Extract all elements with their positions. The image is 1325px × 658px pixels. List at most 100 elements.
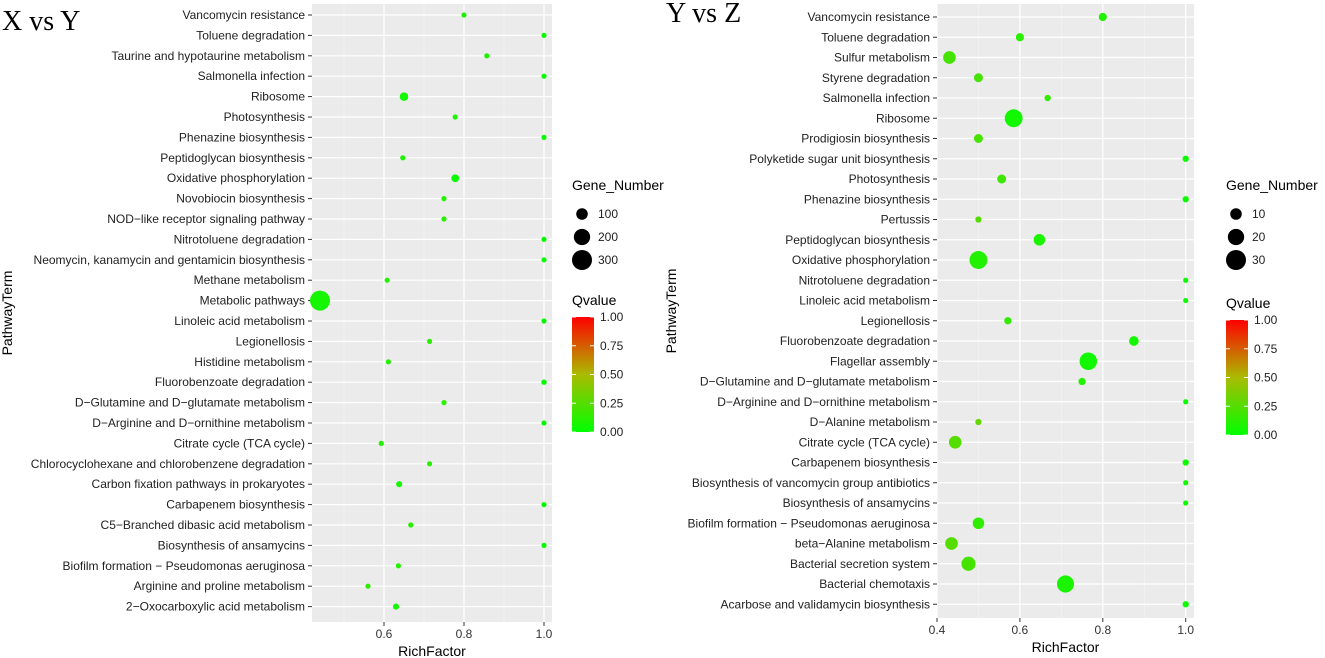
pathway-label: Carbapenem biosynthesis <box>166 498 305 512</box>
size-legend-dot <box>1226 250 1246 270</box>
size-legend-label: 10 <box>1252 207 1266 221</box>
data-point <box>541 420 547 426</box>
data-point <box>541 236 547 242</box>
data-point <box>541 32 547 39</box>
panel-title: X vs Y <box>2 6 80 37</box>
pathway-label: Chlorocyclohexane and chlorobenzene degr… <box>31 457 305 471</box>
data-point <box>541 379 547 385</box>
size-legend-label: 200 <box>598 230 618 244</box>
pathway-label: Prodigiosin biosynthesis <box>801 132 930 146</box>
pathway-label: Arginine and proline metabolism <box>134 579 305 593</box>
pathway-label: Biosynthesis of ansamycins <box>783 496 930 510</box>
data-point <box>1183 277 1189 283</box>
pathway-label: D−Arginine and D−ornithine metabolism <box>92 416 305 430</box>
size-legend-label: 20 <box>1252 230 1266 244</box>
data-point <box>452 114 458 120</box>
plot-background <box>937 4 1194 618</box>
color-legend: Qvalue 1.00 0.75 0.50 0.25 0.00 <box>1226 295 1278 442</box>
pathway-label: Neomycin, kanamycin and gentamicin biosy… <box>34 253 305 267</box>
data-point <box>1129 336 1139 346</box>
size-legend-label: 30 <box>1252 253 1266 267</box>
pathway-label: Nitrotoluene degradation <box>799 273 930 287</box>
pathway-label: Photosynthesis <box>224 110 305 124</box>
data-point <box>1004 317 1012 325</box>
colorbar-label: 0.50 <box>600 368 624 382</box>
data-point <box>1056 575 1075 593</box>
data-point <box>1098 12 1107 22</box>
panel-y-vs-z: 0.4 0.6 0.8 1.0 Vancomycin resistance Toluene… <box>663 0 1318 655</box>
y-axis-title: PathwayTerm <box>663 269 679 354</box>
size-legend-title: Gene_Number <box>1226 177 1318 193</box>
x-tick-label: 0.6 <box>376 627 393 641</box>
pathway-label: Carbon fixation pathways in prokaryotes <box>92 477 305 491</box>
pathway-label: Novobiocin biosynthesis <box>176 192 305 206</box>
size-legend-dot <box>1230 208 1242 220</box>
pathway-label: Biosynthesis of ansamycins <box>158 538 305 552</box>
pathway-label: Acarbose and validamycin biosynthesis <box>721 597 930 611</box>
data-point <box>1079 352 1098 371</box>
data-point <box>384 277 390 283</box>
pathway-label: Polyketide sugar unit biosynthesis <box>749 152 930 166</box>
pathway-label: Taurine and hypotaurine metabolism <box>112 49 305 63</box>
data-point <box>943 51 956 64</box>
pathway-label: Styrene degradation <box>822 71 930 85</box>
data-point <box>972 517 985 530</box>
data-point <box>484 53 490 59</box>
data-point <box>399 92 409 101</box>
panel-x-vs-y: 0.6 0.8 1.0 Vancomycin resistance Toluene de… <box>0 4 664 658</box>
data-point <box>948 435 962 449</box>
pathway-label: 2−Oxocarboxylic acid metabolism <box>126 600 305 614</box>
colorbar-label: 1.00 <box>600 310 624 324</box>
data-point <box>378 440 384 446</box>
pathway-label: Carbapenem biosynthesis <box>791 456 930 470</box>
data-point <box>975 216 982 223</box>
pathway-label: Vancomycin resistance <box>183 8 306 22</box>
pathway-label: Phenazine biosynthesis <box>804 192 930 206</box>
color-legend-title: Qvalue <box>572 292 617 308</box>
colorbar-label: 0.25 <box>600 396 624 410</box>
data-point <box>973 134 983 143</box>
data-point <box>975 418 982 426</box>
pathway-label: Vancomycin resistance <box>808 10 931 24</box>
pathway-label: Phenazine biosynthesis <box>179 130 305 144</box>
pathway-label: Ribosome <box>251 90 305 104</box>
data-point <box>1183 500 1189 506</box>
data-point <box>408 522 414 528</box>
data-point <box>441 196 447 202</box>
x-tick-label: 1.0 <box>1177 623 1194 637</box>
data-point <box>1182 459 1189 466</box>
data-point <box>427 338 433 344</box>
qvalue-colorbar <box>1226 320 1248 435</box>
qvalue-colorbar <box>572 317 594 432</box>
x-tick-label: 1.0 <box>536 627 553 641</box>
plot-background <box>312 4 552 622</box>
pathway-label: Fluorobenzoate degradation <box>780 334 930 348</box>
pathway-label: Histidine metabolism <box>194 355 305 369</box>
pathway-label: Photosynthesis <box>849 172 930 186</box>
panel-title: Y vs Z <box>666 0 741 29</box>
x-axis-title: RichFactor <box>398 643 466 658</box>
pathway-label: D−Glutamine and D−glutamate metabolism <box>700 375 930 389</box>
data-point <box>385 359 391 365</box>
size-legend-dot <box>573 228 591 246</box>
colorbar-label: 0.75 <box>600 339 624 353</box>
pathway-label: Toluene degradation <box>821 30 930 44</box>
data-point <box>969 251 988 269</box>
pathway-label: Sulfur metabolism <box>834 51 930 65</box>
pathway-label: D−Arginine and D−ornithine metabolism <box>717 395 930 409</box>
pathway-label: Biosynthesis of vancomycin group antibio… <box>692 476 930 490</box>
pathway-label: Oxidative phosphorylation <box>792 253 930 267</box>
pathway-label: Linoleic acid metabolism <box>174 314 305 328</box>
pathway-label: Legionellosis <box>861 314 930 328</box>
x-tick-label: 0.8 <box>1094 623 1111 637</box>
size-legend-dot <box>576 208 588 220</box>
data-point <box>427 461 433 467</box>
size-legend-dot <box>572 250 592 270</box>
data-point <box>1015 33 1024 42</box>
pathway-label: D−Glutamine and D−glutamate metabolism <box>75 396 305 410</box>
x-tick-label: 0.6 <box>1012 623 1029 637</box>
data-point <box>1183 480 1189 486</box>
pathway-label: Citrate cycle (TCA cycle) <box>799 435 930 449</box>
pathway-label: Bacterial secretion system <box>790 557 930 571</box>
